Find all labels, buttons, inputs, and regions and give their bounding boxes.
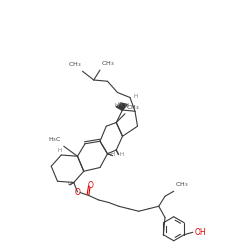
Text: H: H [119,152,124,157]
Text: $\mathregular{CH_3}$: $\mathregular{CH_3}$ [68,60,81,69]
Text: H: H [133,94,137,99]
Polygon shape [120,103,128,110]
Text: OH: OH [195,228,206,237]
Text: $\mathregular{CH_3}$: $\mathregular{CH_3}$ [126,104,140,112]
Text: $\mathregular{CH_3}$: $\mathregular{CH_3}$ [101,59,115,68]
Text: $\mathregular{CH_3}$: $\mathregular{CH_3}$ [175,180,188,189]
Text: H: H [67,181,71,186]
Text: O: O [75,188,81,197]
Text: H: H [110,152,114,158]
Polygon shape [116,103,123,110]
Text: O: O [88,180,94,190]
Text: H: H [124,103,128,108]
Text: H: H [115,103,119,108]
Text: $\mathregular{H_3C}$: $\mathregular{H_3C}$ [48,135,62,144]
Text: H: H [117,102,121,107]
Text: H: H [58,148,62,153]
